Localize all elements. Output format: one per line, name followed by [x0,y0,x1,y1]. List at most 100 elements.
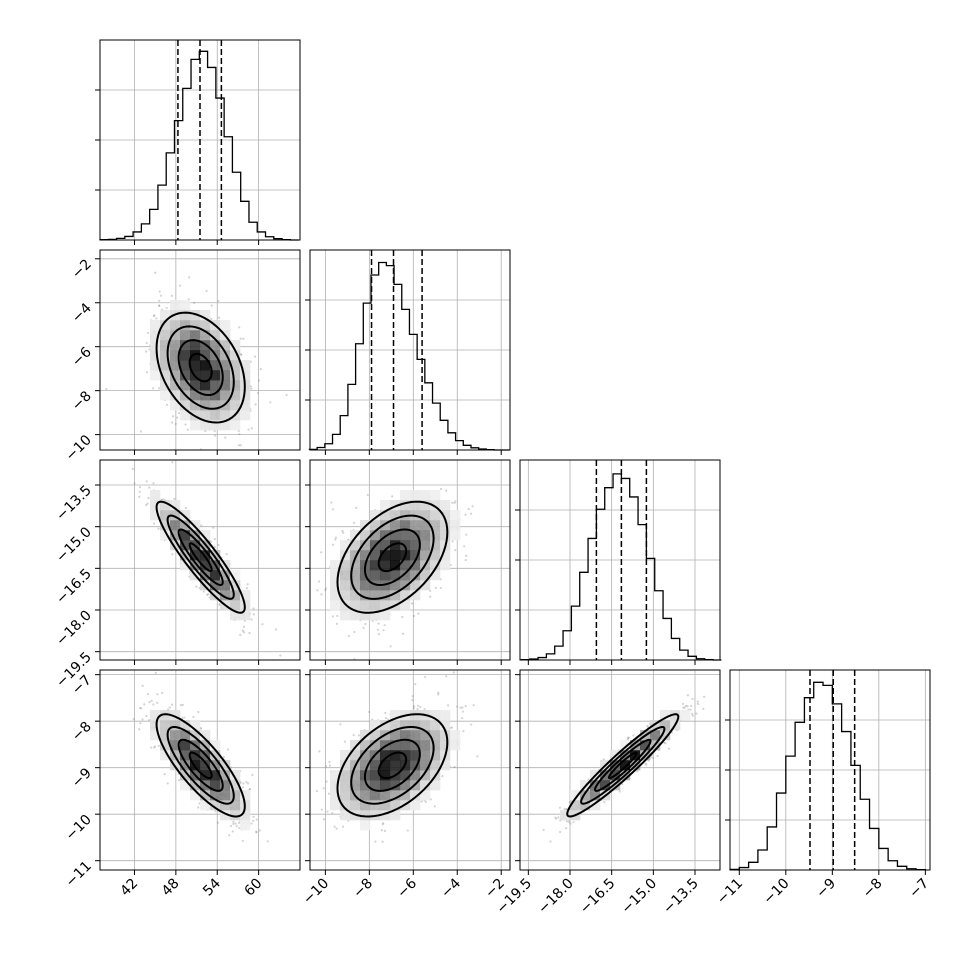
sample-point [437,691,440,694]
sample-point [239,353,243,356]
density-cell [240,590,251,601]
contour-line [177,339,224,397]
density-cell [230,350,241,361]
sample-point [682,706,685,709]
hist-panel-p0 [95,39,301,241]
density-cell [180,770,191,781]
sample-point [336,614,339,617]
sample-point [204,430,207,433]
density-cell [230,400,241,411]
sample-point [250,387,253,390]
sample-point [341,529,344,533]
density-cell [330,800,341,811]
density-cell [180,330,191,341]
density-cell [420,550,431,561]
sample-point [285,393,288,397]
density-cell [360,730,371,741]
density-cell [210,760,221,771]
density-cell [350,800,361,811]
panel-frame [99,669,301,871]
sample-point [686,705,689,708]
sample-point [171,553,174,556]
density-cell [220,770,231,781]
sample-point [238,827,241,830]
density-cell [400,560,411,571]
sample-point [242,631,246,634]
density-cell [180,340,191,351]
density-cell [240,370,251,381]
density-cell [570,790,581,801]
density-cell [230,390,241,401]
density-cell [160,380,171,391]
density-cell [150,360,161,371]
sample-point [139,722,142,725]
sample-point [210,540,213,543]
density-cell [340,780,351,791]
sample-point [429,798,432,801]
sample-point [696,702,700,706]
density-cell [230,580,241,591]
sample-point [154,271,157,274]
panel-frame [519,459,721,661]
density-cell [190,790,201,801]
density-cell [370,560,381,571]
density-cell [620,740,631,751]
density-cell [380,750,391,761]
contour-line [363,528,421,586]
sample-point [237,444,241,447]
density-cell [440,720,451,731]
density-cell [220,570,231,581]
density-cell [370,590,381,601]
sample-point [554,816,557,819]
sample-point [656,754,659,758]
density-cell [190,730,201,741]
density-cell [380,800,391,811]
density-cell [220,410,231,421]
sample-point [261,623,264,626]
sample-point [320,808,323,811]
sample-point [237,821,241,824]
density-cell [410,580,421,591]
density-cell [330,780,341,791]
density-cell [370,570,381,581]
sample-point [690,704,693,707]
density-cell [410,540,421,551]
sample-point [476,755,479,758]
density-cell [420,540,431,551]
density-cell [360,820,371,831]
sample-point [139,706,142,710]
density-cell [150,720,161,731]
sample-point [420,800,423,803]
sample-point [138,495,141,498]
density-cell [380,760,391,771]
density-cell [660,710,671,721]
density-cell [180,310,191,321]
sample-point [626,738,630,741]
sample-point [342,531,345,534]
density-cell [430,780,441,791]
density-cell [380,510,391,521]
sample-point [241,839,244,842]
sample-point [141,684,144,687]
density-cell [420,730,431,741]
density-cell [190,390,201,401]
density-cell [210,790,221,801]
contour-line [377,751,408,780]
hist-panel-p2 [515,459,722,661]
sample-point [696,700,699,703]
sample-point [315,789,318,793]
contour-line [607,751,638,780]
density-cell [170,330,181,341]
density-cell [160,500,171,511]
density-cell [360,790,371,801]
density-cell [400,590,411,601]
sample-point [153,522,156,525]
density-cell [360,520,371,531]
density-cell [430,490,441,501]
sample-point [170,703,174,706]
sample-point [328,764,332,767]
x-tick-label: 54 [200,875,224,899]
sample-point [161,691,164,694]
contour-line [580,725,666,805]
sample-point [368,710,371,714]
